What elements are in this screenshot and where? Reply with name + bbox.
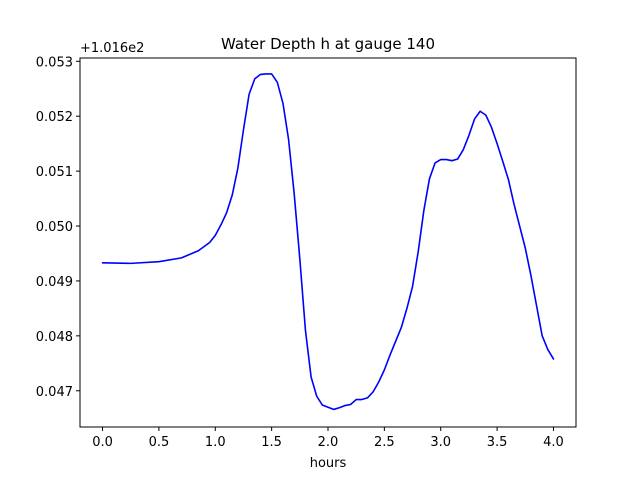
y-offset-label: +1.016e2: [80, 41, 144, 56]
x-axis-label: hours: [310, 456, 347, 471]
x-tick-label: 2.5: [374, 435, 395, 450]
x-tick-label: 3.5: [487, 435, 508, 450]
x-tick-label: 1.5: [261, 435, 282, 450]
y-tick-label: 0.048: [36, 330, 73, 345]
plot-area: 0.0 0.5 1.0 1.5 2.0 2.5 3.0 3.5 4.0 0.047 0.048 0.0…: [36, 55, 577, 450]
x-tick-label: 2.0: [318, 435, 339, 450]
series-line-0: [101, 73, 555, 411]
y-tick-label: 0.052: [36, 110, 73, 125]
x-tick-label: 4.0: [543, 435, 564, 450]
y-tick-label: 0.053: [36, 55, 73, 70]
y-tick-label: 0.051: [36, 165, 73, 180]
x-tick-label: 0.0: [92, 435, 113, 450]
x-tick-label: 1.0: [205, 435, 226, 450]
y-tick-label: 0.047: [36, 385, 73, 400]
x-tick-label: 0.5: [149, 435, 170, 450]
x-tick-label: 3.0: [430, 435, 451, 450]
y-tick-label: 0.049: [36, 275, 73, 290]
chart-title: Water Depth h at gauge 140: [221, 35, 435, 53]
y-tick-label: 0.050: [36, 220, 73, 235]
